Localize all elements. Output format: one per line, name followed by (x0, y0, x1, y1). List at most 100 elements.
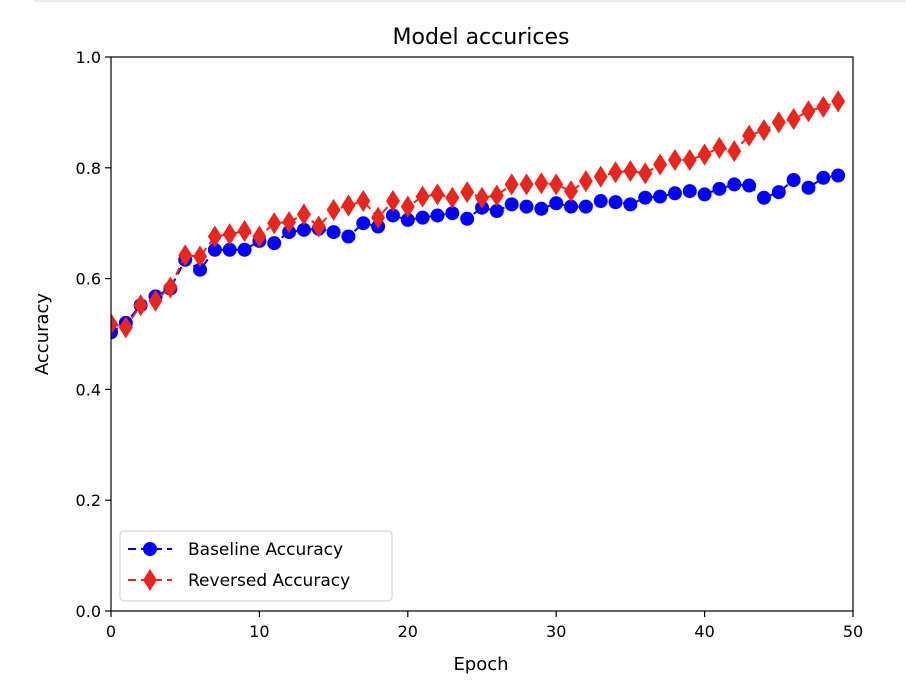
data-point (489, 204, 504, 219)
data-point (326, 225, 341, 240)
data-point (148, 289, 163, 312)
data-point (460, 181, 475, 204)
data-point (667, 186, 682, 201)
data-point (193, 245, 208, 268)
data-point (415, 210, 430, 225)
y-axis-label: Accuracy (32, 293, 53, 376)
data-point (178, 244, 193, 267)
data-point (771, 111, 786, 134)
data-point (193, 262, 208, 277)
data-point (786, 108, 801, 131)
series-1 (111, 168, 846, 340)
data-point (756, 190, 771, 205)
data-point (786, 172, 801, 187)
data-point (623, 197, 638, 212)
series-2 (111, 90, 846, 339)
plot-area (111, 90, 846, 340)
chart-title: Model accurices (393, 25, 570, 50)
data-point (371, 206, 386, 229)
data-point (534, 201, 549, 216)
data-point (475, 186, 489, 209)
y-tick-label: 0.2 (76, 491, 101, 510)
data-point (400, 195, 415, 218)
data-point (756, 119, 771, 142)
x-tick-label: 20 (398, 622, 418, 641)
data-point (564, 180, 579, 203)
data-point (385, 208, 400, 223)
data-point (593, 194, 608, 209)
x-tick-label: 10 (249, 622, 269, 641)
data-point (667, 149, 682, 172)
data-point (578, 199, 593, 214)
data-point (311, 215, 326, 238)
data-point (430, 208, 445, 223)
y-tick-label: 0.6 (76, 270, 101, 289)
data-point (445, 206, 460, 221)
data-point (608, 161, 623, 184)
data-point (727, 177, 742, 192)
data-point (163, 276, 178, 299)
data-point (816, 95, 831, 118)
data-point (638, 190, 653, 205)
legend-box (119, 530, 393, 602)
data-point (578, 170, 593, 193)
data-point (742, 124, 757, 147)
data-point (742, 178, 757, 193)
y-tick-label: 0.0 (76, 602, 101, 621)
data-point (697, 187, 712, 202)
data-point (593, 165, 608, 188)
data-point (430, 183, 445, 206)
legend-marker (143, 569, 157, 591)
data-point (341, 229, 356, 244)
x-axis-label: Epoch (453, 654, 508, 675)
data-point (296, 222, 311, 237)
data-point (356, 216, 371, 231)
data-point (638, 162, 653, 185)
data-point (771, 185, 786, 200)
legend-entry: Baseline Accuracy (128, 540, 343, 560)
data-point (831, 168, 846, 183)
data-point (801, 180, 816, 195)
data-point (385, 190, 400, 213)
data-point (489, 184, 504, 207)
data-point (118, 316, 133, 339)
legend-marker (143, 542, 157, 556)
data-point (801, 100, 816, 123)
data-point (697, 143, 712, 166)
x-tick-label: 0 (106, 622, 116, 641)
data-point (519, 173, 534, 196)
x-tick-label: 30 (546, 622, 566, 641)
data-point (534, 172, 549, 195)
data-point (816, 170, 831, 185)
data-point (653, 189, 668, 204)
y-tick-label: 0.4 (76, 380, 101, 399)
data-point (400, 212, 415, 227)
data-point (282, 211, 297, 234)
legend-label: Reversed Accuracy (188, 571, 350, 591)
data-point (267, 212, 282, 235)
data-point (682, 184, 697, 199)
x-tick-label: 40 (694, 622, 714, 641)
data-point (341, 194, 356, 217)
data-point (237, 242, 252, 257)
data-point (207, 225, 222, 248)
data-point (564, 199, 579, 214)
data-point (207, 242, 222, 257)
axes-frame (110, 56, 854, 612)
data-point (222, 242, 237, 257)
legend: Baseline Accuracy Reversed Accuracy (119, 530, 393, 602)
data-point (111, 313, 118, 336)
data-point (237, 219, 252, 242)
data-point (460, 211, 475, 226)
data-point (549, 173, 564, 196)
data-point (549, 196, 564, 211)
top-divider (34, 0, 906, 2)
data-point (623, 160, 638, 183)
data-point (519, 199, 534, 214)
data-point (608, 195, 623, 210)
data-point (326, 198, 341, 221)
data-point (133, 294, 148, 317)
data-point (296, 203, 311, 226)
data-point (727, 140, 742, 163)
